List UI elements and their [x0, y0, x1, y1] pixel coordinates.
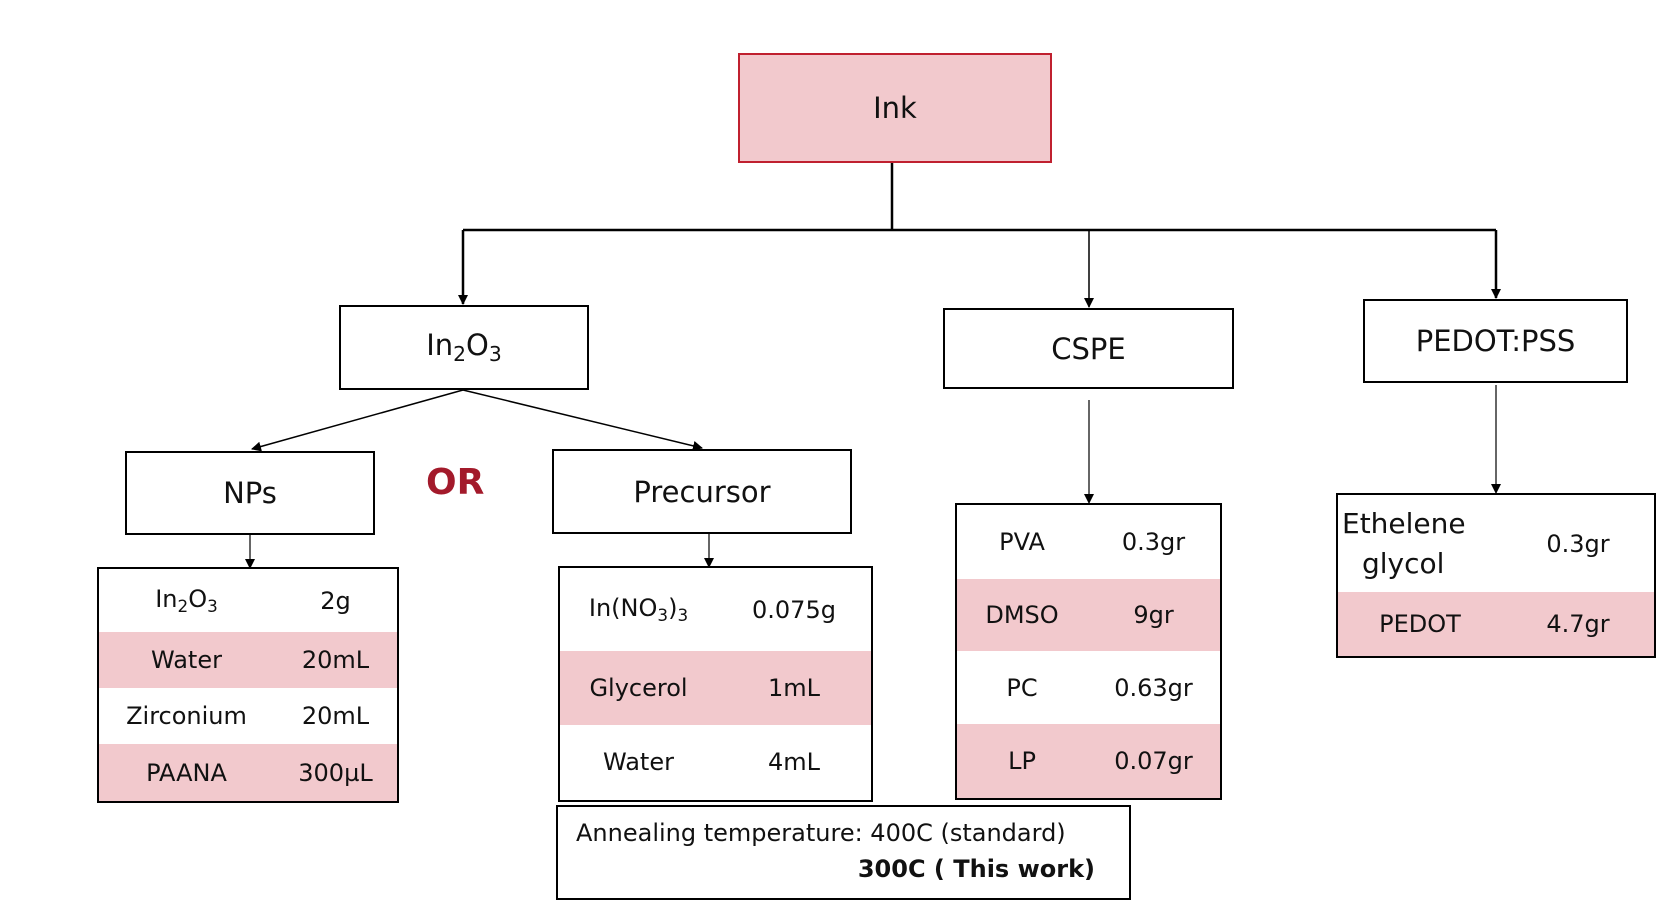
component-value: 4.7gr [1502, 592, 1655, 657]
component-name: In(NO3)3 [588, 594, 689, 626]
table-row: In(NO3)3 0.075g [559, 567, 872, 651]
cspe-node: CSPE [943, 308, 1234, 389]
precursor-label: Precursor [633, 474, 771, 509]
ink-node: Ink [738, 53, 1052, 163]
cspe-label: CSPE [1051, 331, 1126, 366]
component-value: 20mL [274, 632, 398, 689]
in2o3-node: In2O3 [339, 305, 589, 390]
component-value: 0.3gr [1546, 529, 1610, 558]
table-row: LP 0.07gr [956, 723, 1221, 799]
nps-node: NPs [125, 451, 375, 535]
component-value: 4mL [767, 748, 821, 777]
pedot-pss-node: PEDOT:PSS [1363, 299, 1628, 383]
component-name: In2O3 [155, 585, 218, 617]
annealing-standard-text: Annealing temperature: 400C (standard) [576, 819, 1066, 847]
component-name: PVA [999, 528, 1045, 557]
nps-label: NPs [223, 476, 277, 510]
ink-label: Ink [873, 91, 917, 125]
annealing-this-work-text: 300C ( This work) [857, 855, 1095, 883]
component-value: 0.63gr [1114, 673, 1193, 702]
component-value: 9gr [1087, 579, 1221, 652]
component-name: DMSO [956, 579, 1087, 652]
component-name: PAANA [98, 744, 274, 802]
precursor-composition-table: In(NO3)3 0.075g Glycerol 1mL Water 4mL [558, 566, 873, 802]
table-row: Water 4mL [559, 725, 872, 801]
table-row: DMSO 9gr [956, 579, 1221, 652]
component-value: 20mL [301, 702, 370, 730]
table-row: Ethelene glycol 0.3gr [1337, 494, 1655, 592]
nps-composition-table: In2O3 2g Water 20mL Zirconium 20mL PAANA… [97, 567, 399, 803]
annealing-note: Annealing temperature: 400C (standard) 3… [556, 805, 1131, 900]
table-row: Water 20mL [98, 632, 398, 689]
component-value: 0.075g [752, 595, 836, 624]
table-row: PVA 0.3gr [956, 504, 1221, 579]
table-row: PAANA 300µL [98, 744, 398, 802]
component-value: 1mL [717, 651, 872, 725]
component-name: LP [956, 723, 1087, 799]
component-name: Water [603, 748, 674, 777]
table-row: In2O3 2g [98, 568, 398, 632]
precursor-node: Precursor [552, 449, 852, 534]
connector-to-nps [251, 389, 464, 452]
component-name: Water [98, 632, 274, 689]
table-row: PEDOT 4.7gr [1337, 592, 1655, 657]
component-value: 2g [320, 586, 351, 615]
cspe-composition-table: PVA 0.3gr DMSO 9gr PC 0.63gr LP 0.07gr [955, 503, 1222, 800]
in2o3-label: In2O3 [426, 328, 502, 367]
component-name: PEDOT [1337, 592, 1502, 657]
pedot-composition-table: Ethelene glycol 0.3gr PEDOT 4.7gr [1336, 493, 1656, 658]
table-row: Glycerol 1mL [559, 651, 872, 725]
component-name: Zirconium [126, 702, 247, 730]
or-label: OR [426, 462, 485, 503]
component-name: Glycerol [559, 651, 717, 725]
table-row: PC 0.63gr [956, 651, 1221, 723]
component-name: PC [1006, 673, 1038, 702]
component-name: Ethelene glycol [1342, 506, 1466, 580]
pedot-pss-label: PEDOT:PSS [1415, 324, 1576, 358]
connector-to-precursor [462, 389, 703, 451]
component-value: 0.3gr [1121, 528, 1186, 557]
table-row: Zirconium 20mL [98, 688, 398, 744]
component-value: 300µL [274, 744, 398, 802]
component-value: 0.07gr [1087, 723, 1221, 799]
